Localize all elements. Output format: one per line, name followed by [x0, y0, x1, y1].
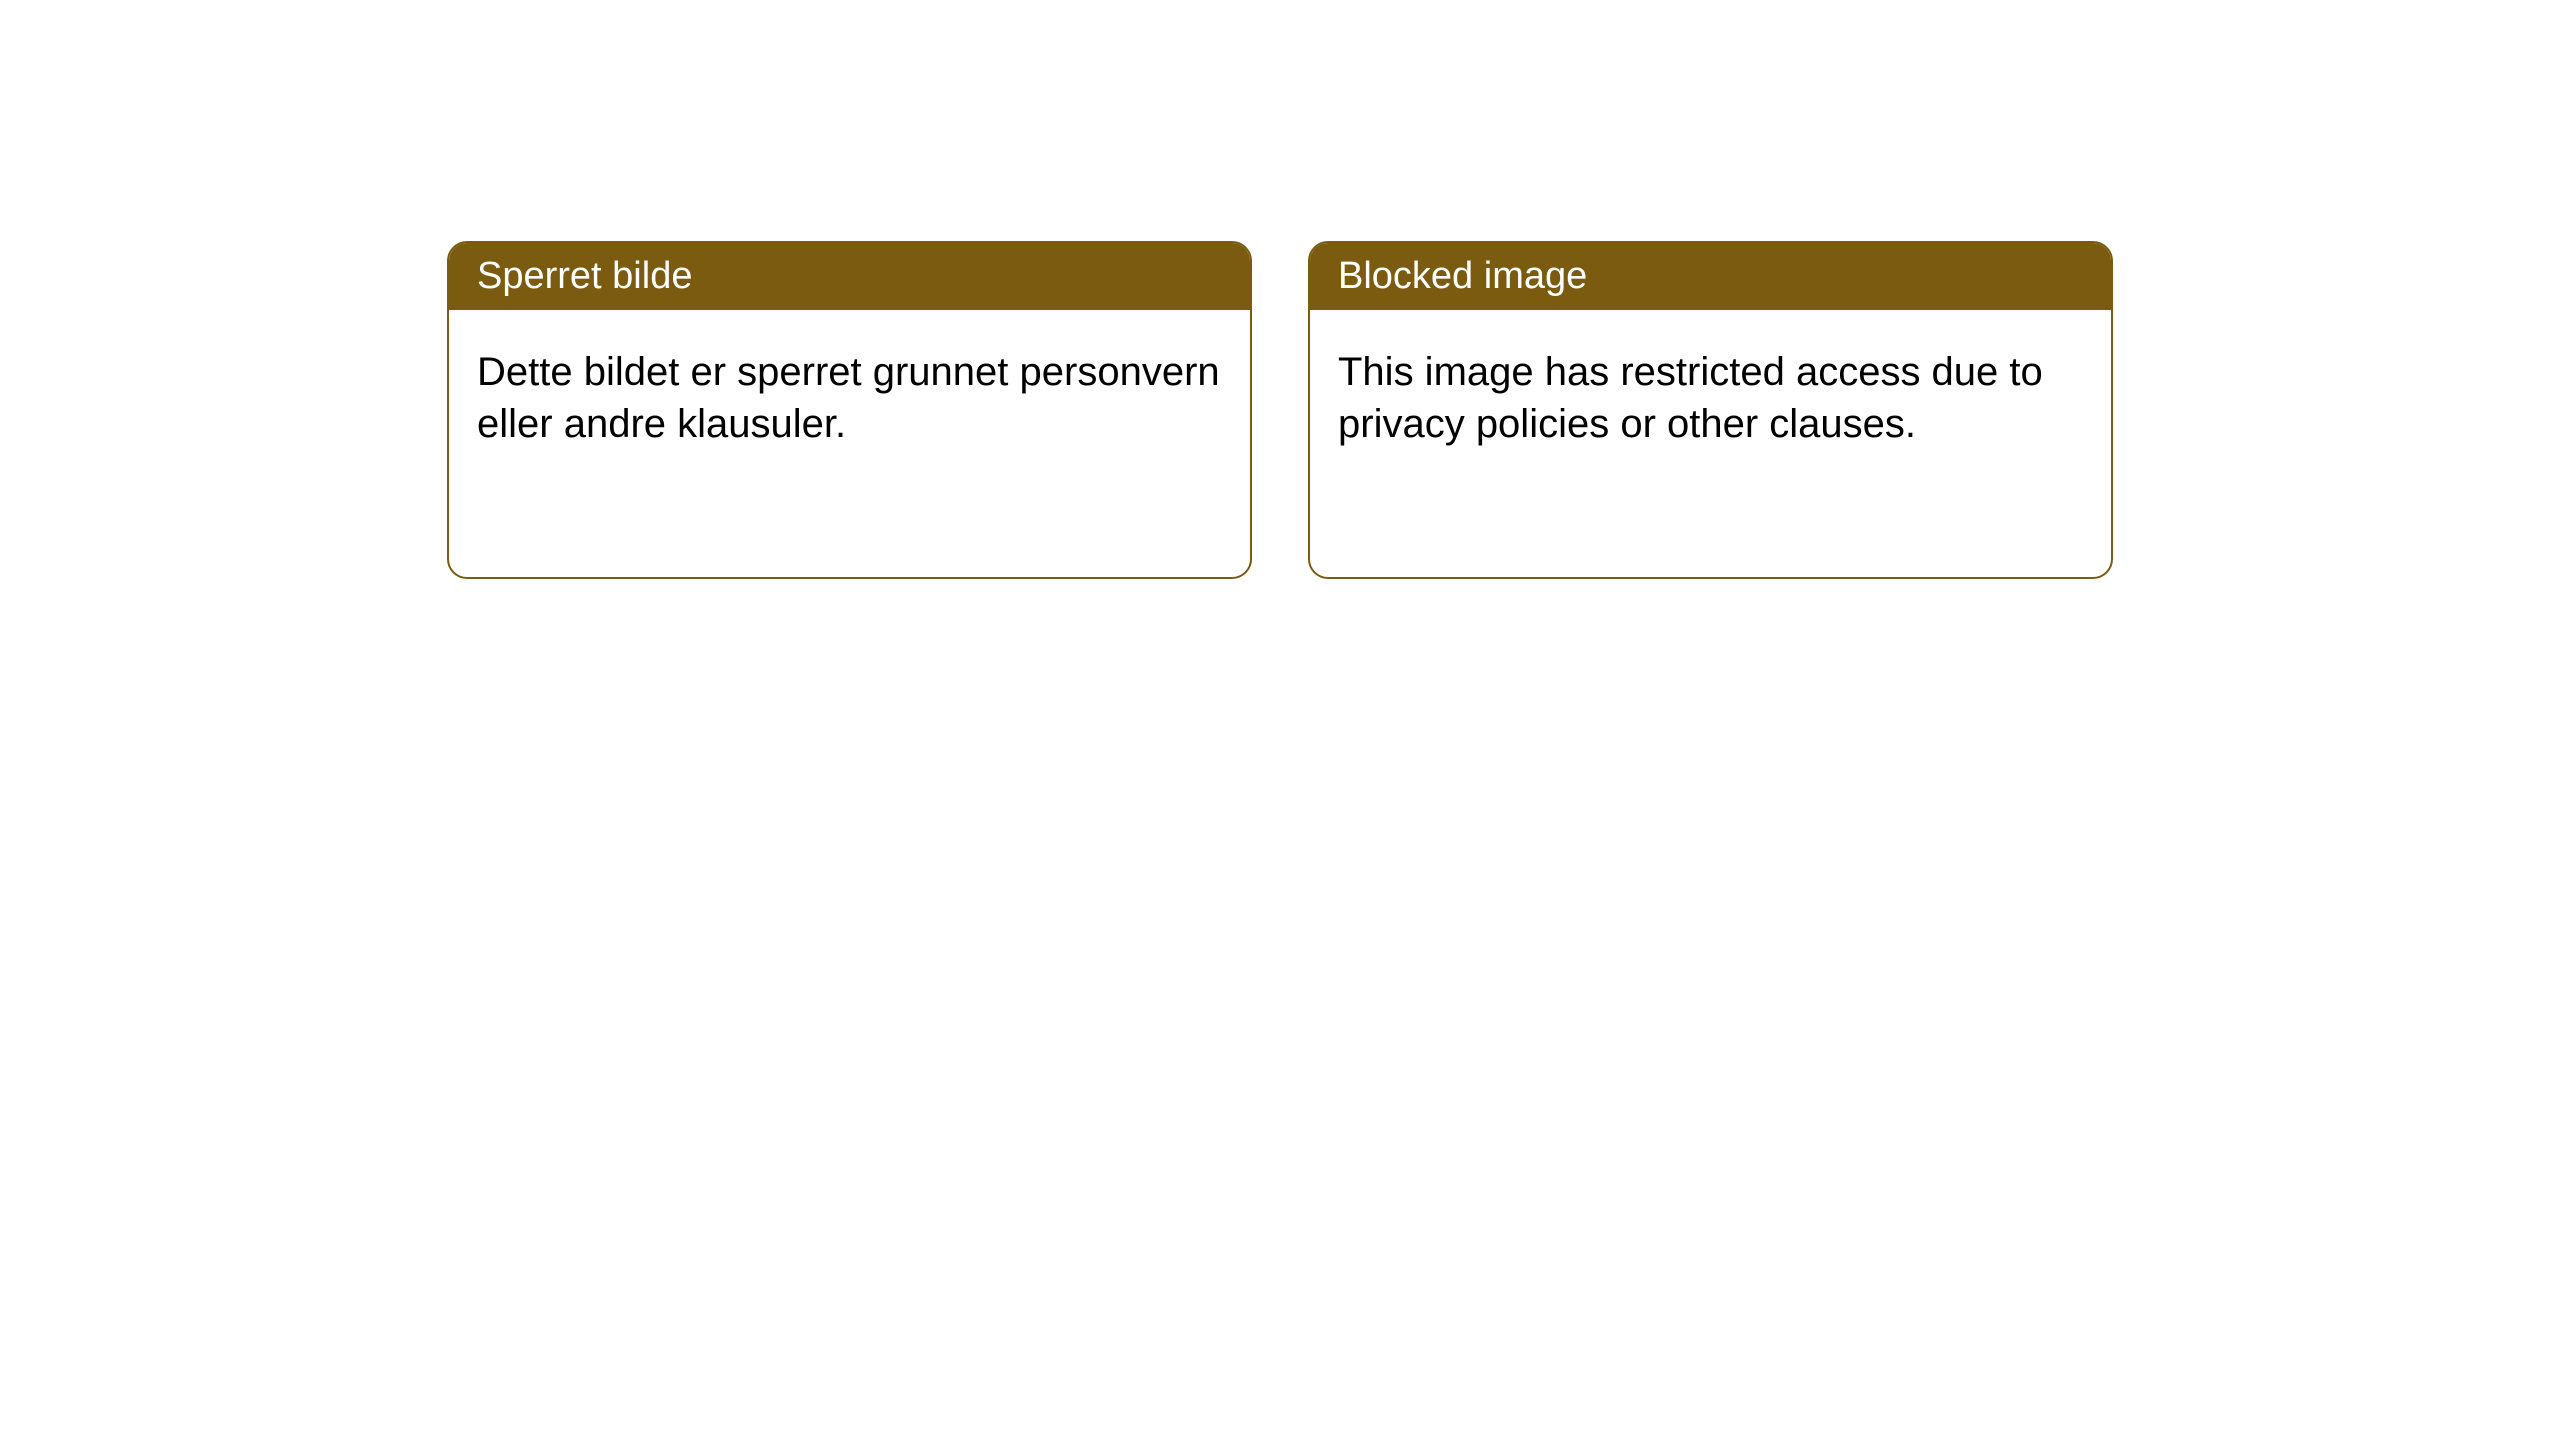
notice-body: This image has restricted access due to …	[1310, 310, 2111, 486]
notice-container: Sperret bilde Dette bildet er sperret gr…	[447, 241, 2113, 579]
notice-body: Dette bildet er sperret grunnet personve…	[449, 310, 1250, 486]
notice-card-english: Blocked image This image has restricted …	[1308, 241, 2113, 579]
notice-title: Sperret bilde	[449, 243, 1250, 310]
notice-card-norwegian: Sperret bilde Dette bildet er sperret gr…	[447, 241, 1252, 579]
notice-title: Blocked image	[1310, 243, 2111, 310]
